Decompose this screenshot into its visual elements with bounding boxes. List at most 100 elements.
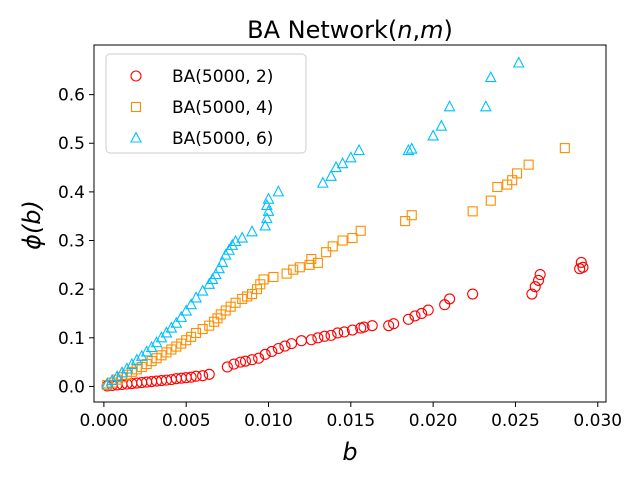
data-point: [260, 211, 273, 224]
data-point: [258, 274, 269, 285]
data-point: [346, 324, 359, 336]
data-point: [190, 291, 202, 303]
data-point: [209, 267, 222, 280]
data-point: [479, 100, 492, 112]
data-point: [534, 269, 546, 281]
data-point: [402, 313, 414, 325]
data-point: [325, 169, 337, 181]
data-point: [260, 198, 273, 211]
data-point: [226, 238, 239, 250]
data-point: [101, 377, 114, 389]
y-tick-label: 0.2: [58, 280, 85, 300]
data-point: [484, 70, 497, 83]
legend-marker: [130, 70, 142, 82]
data-point: [529, 281, 541, 293]
data-point: [190, 370, 202, 382]
data-point: [175, 310, 188, 322]
data-point: [337, 235, 348, 246]
data-point: [288, 264, 299, 275]
y-tick-label: 0.4: [58, 183, 85, 203]
data-point: [444, 293, 456, 305]
data-point: [295, 335, 307, 347]
data-point: [405, 142, 418, 154]
data-point: [575, 256, 587, 268]
data-point: [259, 219, 272, 231]
x-tick-label: 0.010: [244, 411, 293, 431]
tick-layer: 0.000 0.005 0.010 0.015 0.020 0.025 0.030 0.0 0.…: [58, 86, 622, 431]
data-point: [185, 371, 197, 383]
data-point: [492, 181, 503, 193]
data-point: [306, 253, 317, 265]
legend-entry: BA(5000, 4): [130, 98, 273, 118]
series-1: [101, 256, 589, 392]
legend: BA(5000, 2) BA(5000, 4) BA(5000, 6): [105, 53, 307, 154]
data-point: [294, 262, 305, 273]
data-point: [212, 313, 223, 324]
data-point: [286, 338, 298, 350]
data-point: [400, 216, 411, 227]
data-point: [272, 342, 284, 355]
x-tick-label: 0.030: [573, 411, 622, 431]
data-point: [116, 366, 128, 378]
legend-box: [105, 53, 307, 154]
plot-frame: [93, 44, 607, 403]
data-point: [281, 268, 292, 279]
data-point: [272, 185, 285, 197]
data-point: [259, 348, 271, 360]
data-point: [325, 329, 337, 341]
x-axis-label: b: [342, 438, 357, 466]
data-point: [234, 356, 247, 368]
data-point: [180, 304, 193, 316]
legend-marker: [130, 131, 142, 143]
data-point: [262, 192, 275, 204]
data-point: [106, 373, 119, 386]
y-tick-label: 0.5: [58, 134, 85, 154]
data-point: [559, 143, 570, 154]
data-point: [268, 271, 279, 283]
data-point: [416, 307, 428, 320]
data-point: [427, 129, 440, 141]
y-tick-label: 0.3: [58, 232, 85, 252]
data-point: [406, 210, 417, 221]
data-point: [262, 204, 275, 216]
data-point: [185, 298, 198, 310]
data-point: [353, 143, 365, 156]
data-point: [366, 320, 378, 332]
legend-entries: BA(5000, 2) BA(5000, 4) BA(5000, 6): [130, 67, 273, 149]
series-3: [101, 56, 525, 389]
data-point: [485, 195, 496, 206]
data-point: [228, 358, 240, 370]
data-point: [266, 345, 278, 357]
y-tick-label: 0.1: [58, 329, 85, 349]
data-point: [532, 274, 545, 286]
y-axis-label: ϕ(b): [18, 200, 46, 250]
data-point: [577, 261, 589, 273]
data-point: [216, 255, 229, 267]
data-point: [305, 334, 317, 346]
data-point: [467, 206, 478, 217]
data-point: [388, 318, 400, 330]
data-point: [512, 168, 523, 179]
data-point: [332, 327, 344, 339]
chart-title: BA Network(n,m): [247, 16, 453, 44]
data-point: [236, 231, 249, 243]
legend-label: BA(5000, 6): [172, 129, 273, 149]
data-point: [443, 100, 456, 112]
data-point: [512, 56, 525, 68]
data-point: [239, 355, 252, 367]
data-point: [253, 352, 265, 364]
data-point: [170, 316, 183, 328]
x-tick-label: 0.005: [162, 411, 211, 431]
data-point: [422, 304, 434, 316]
data-point: [327, 241, 338, 252]
data-point: [338, 326, 350, 338]
data-point: [191, 327, 202, 338]
data-point: [197, 323, 208, 335]
data-point: [402, 143, 415, 156]
data-point: [383, 320, 395, 332]
x-tick-label: 0.020: [409, 411, 458, 431]
x-tick-label: 0.000: [80, 411, 129, 431]
data-point: [312, 332, 324, 344]
data-point: [246, 354, 258, 366]
